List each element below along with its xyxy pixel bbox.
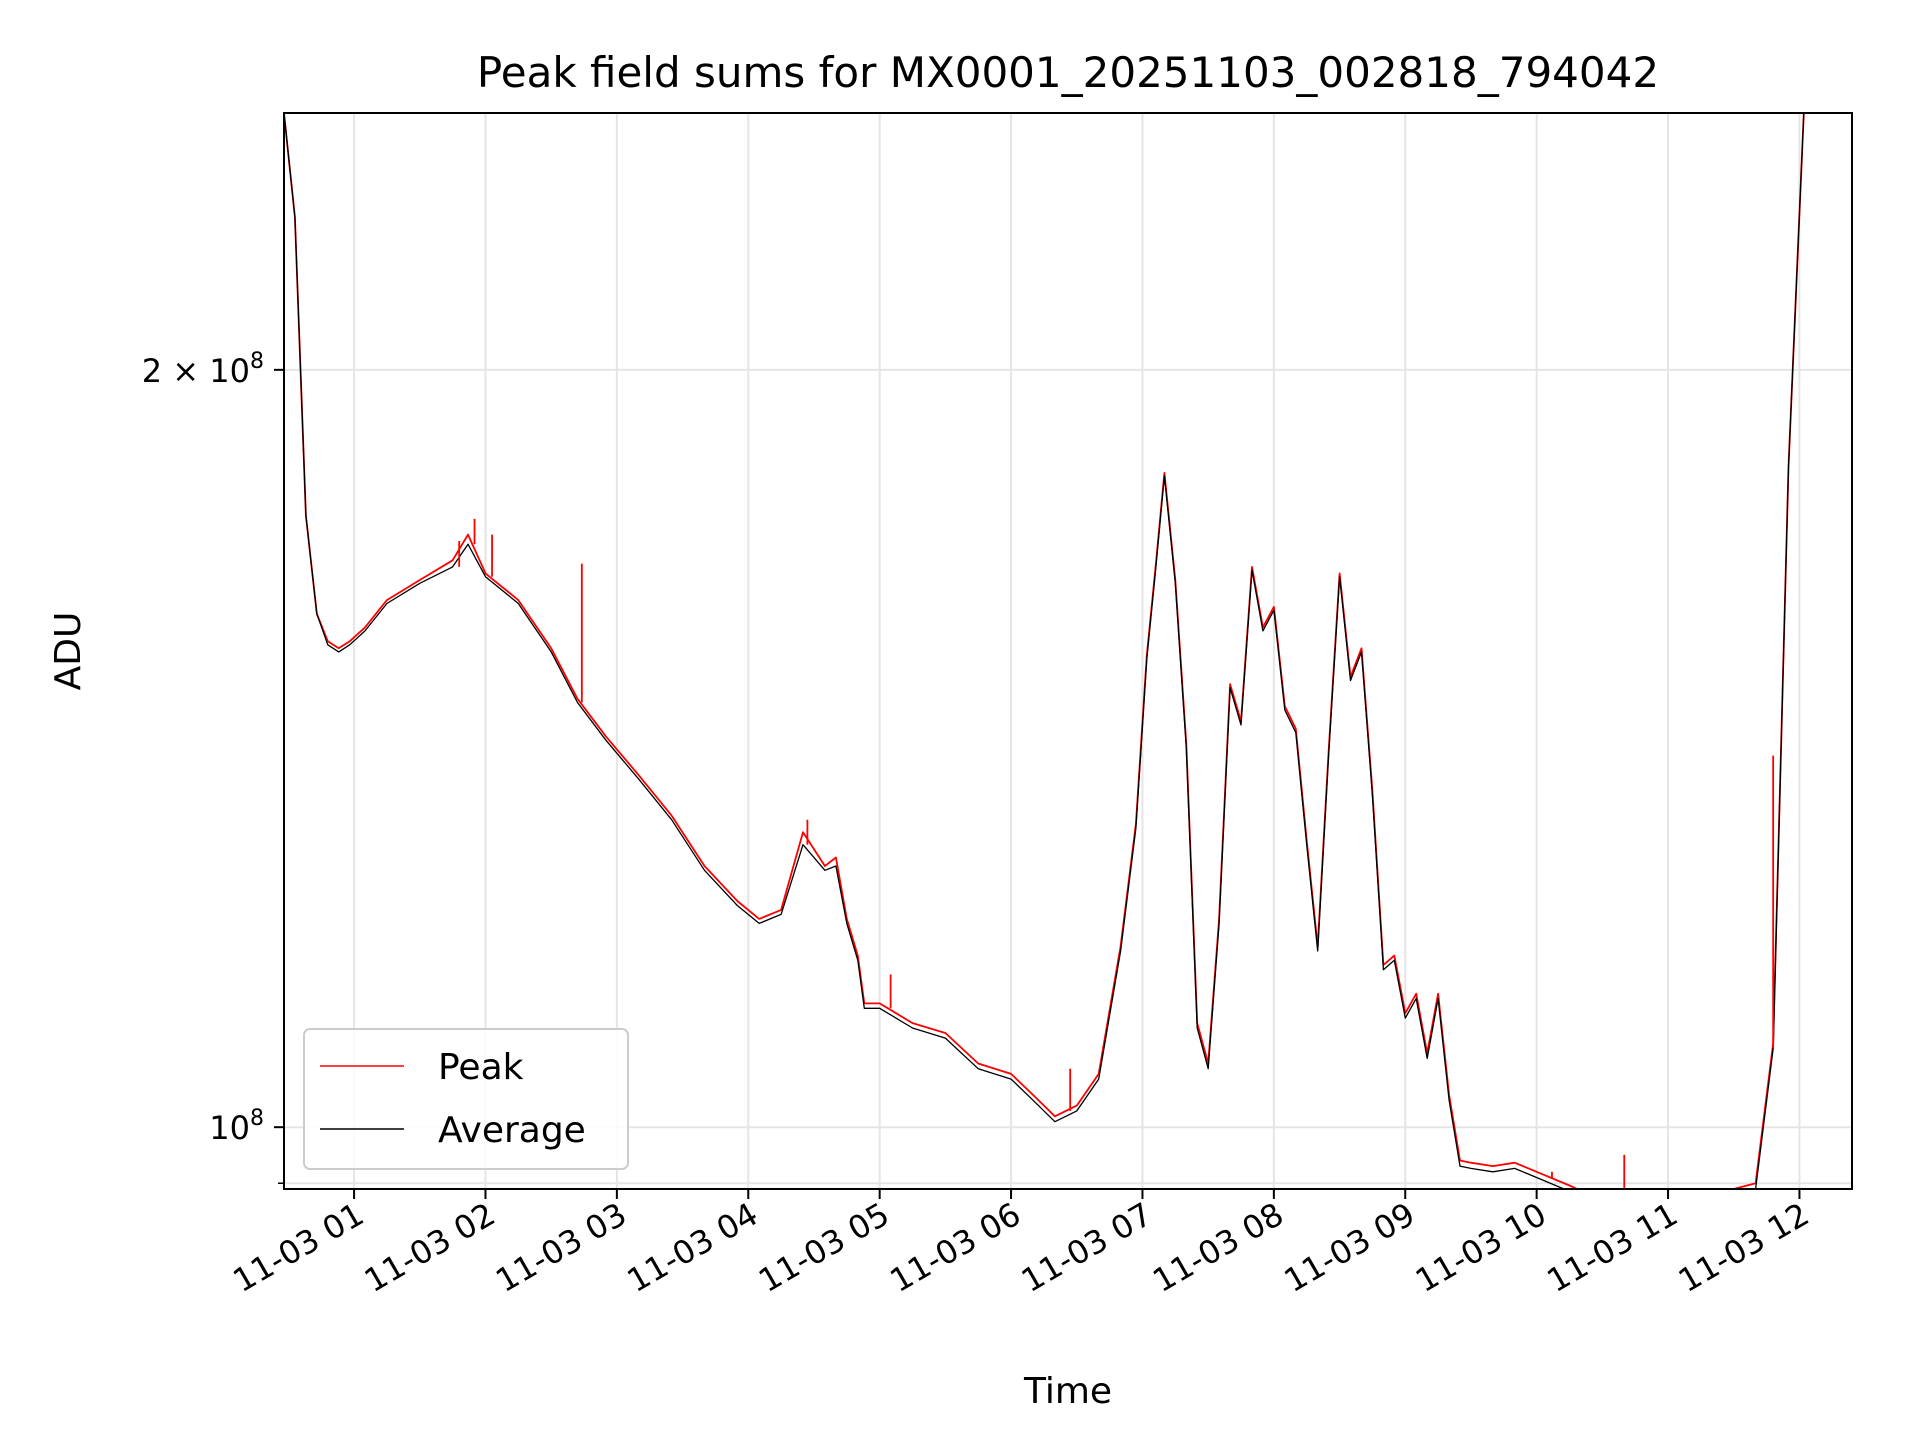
- x-axis-label: Time: [1023, 1371, 1112, 1412]
- chart-title: Peak field sums for MX0001_20251103_0028…: [477, 48, 1659, 97]
- y-axis-ticks: 2 × 108 108: [142, 349, 284, 1184]
- y-axis-label: ADU: [48, 612, 89, 691]
- y-tick-label: 108: [209, 1106, 264, 1147]
- legend-box: [303, 1028, 629, 1170]
- grid: [284, 113, 1852, 1189]
- series-lines: [284, 113, 1805, 1189]
- y-tick-label: 2 × 108: [142, 349, 264, 390]
- series-line-average: [284, 113, 1805, 1189]
- legend-label-average: Average: [438, 1110, 586, 1151]
- legend-label-peak: Peak: [438, 1047, 524, 1088]
- legend: Peak Average: [303, 1028, 629, 1170]
- plot-frame: [283, 112, 1853, 1190]
